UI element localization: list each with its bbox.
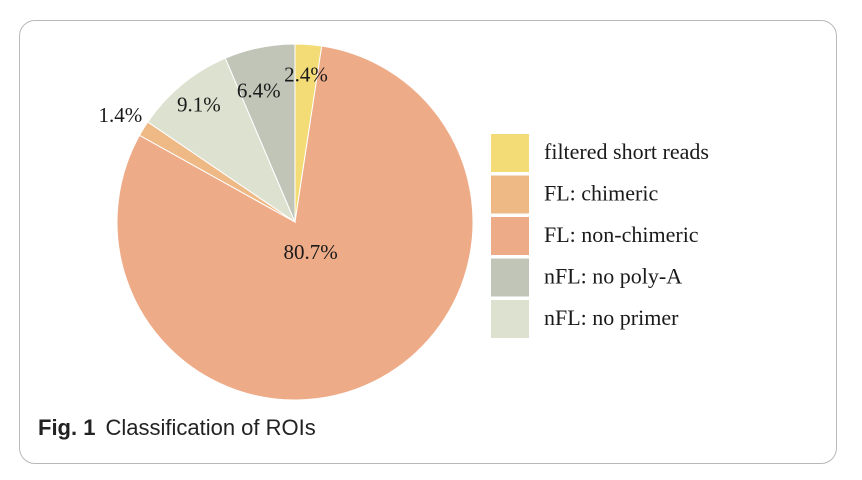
legend-label: FL: chimeric	[544, 181, 658, 206]
figure-caption: Fig. 1 Classification of ROIs	[38, 415, 316, 441]
legend-label: nFL: no poly-A	[544, 264, 682, 289]
legend-swatch	[491, 175, 529, 214]
legend-swatch	[491, 134, 529, 172]
figure-number: Fig. 1	[38, 415, 96, 440]
legend-label: nFL: no primer	[544, 305, 679, 330]
slice-label: 6.4%	[237, 79, 281, 103]
legend-label: filtered short reads	[544, 139, 709, 164]
legend-label: FL: non-chimeric	[544, 222, 699, 247]
slice-label: 2.4%	[284, 62, 328, 86]
slice-label: 80.7%	[284, 240, 338, 264]
pie-slice-fl-non-chimeric	[116, 45, 474, 401]
legend-swatch	[491, 217, 529, 255]
chart-legend: filtered short reads FL: chimeric FL: non-…	[491, 134, 709, 338]
legend-swatch	[491, 300, 529, 338]
pie-slice-nfl-no-poly-a	[224, 43, 296, 223]
pie-slice-nfl-no-primer	[147, 57, 297, 224]
figure-caption-text: Classification of ROIs	[105, 415, 316, 440]
legend-swatch	[491, 258, 529, 297]
slice-label: 1.4%	[98, 103, 142, 127]
slice-label: 9.1%	[177, 93, 221, 117]
